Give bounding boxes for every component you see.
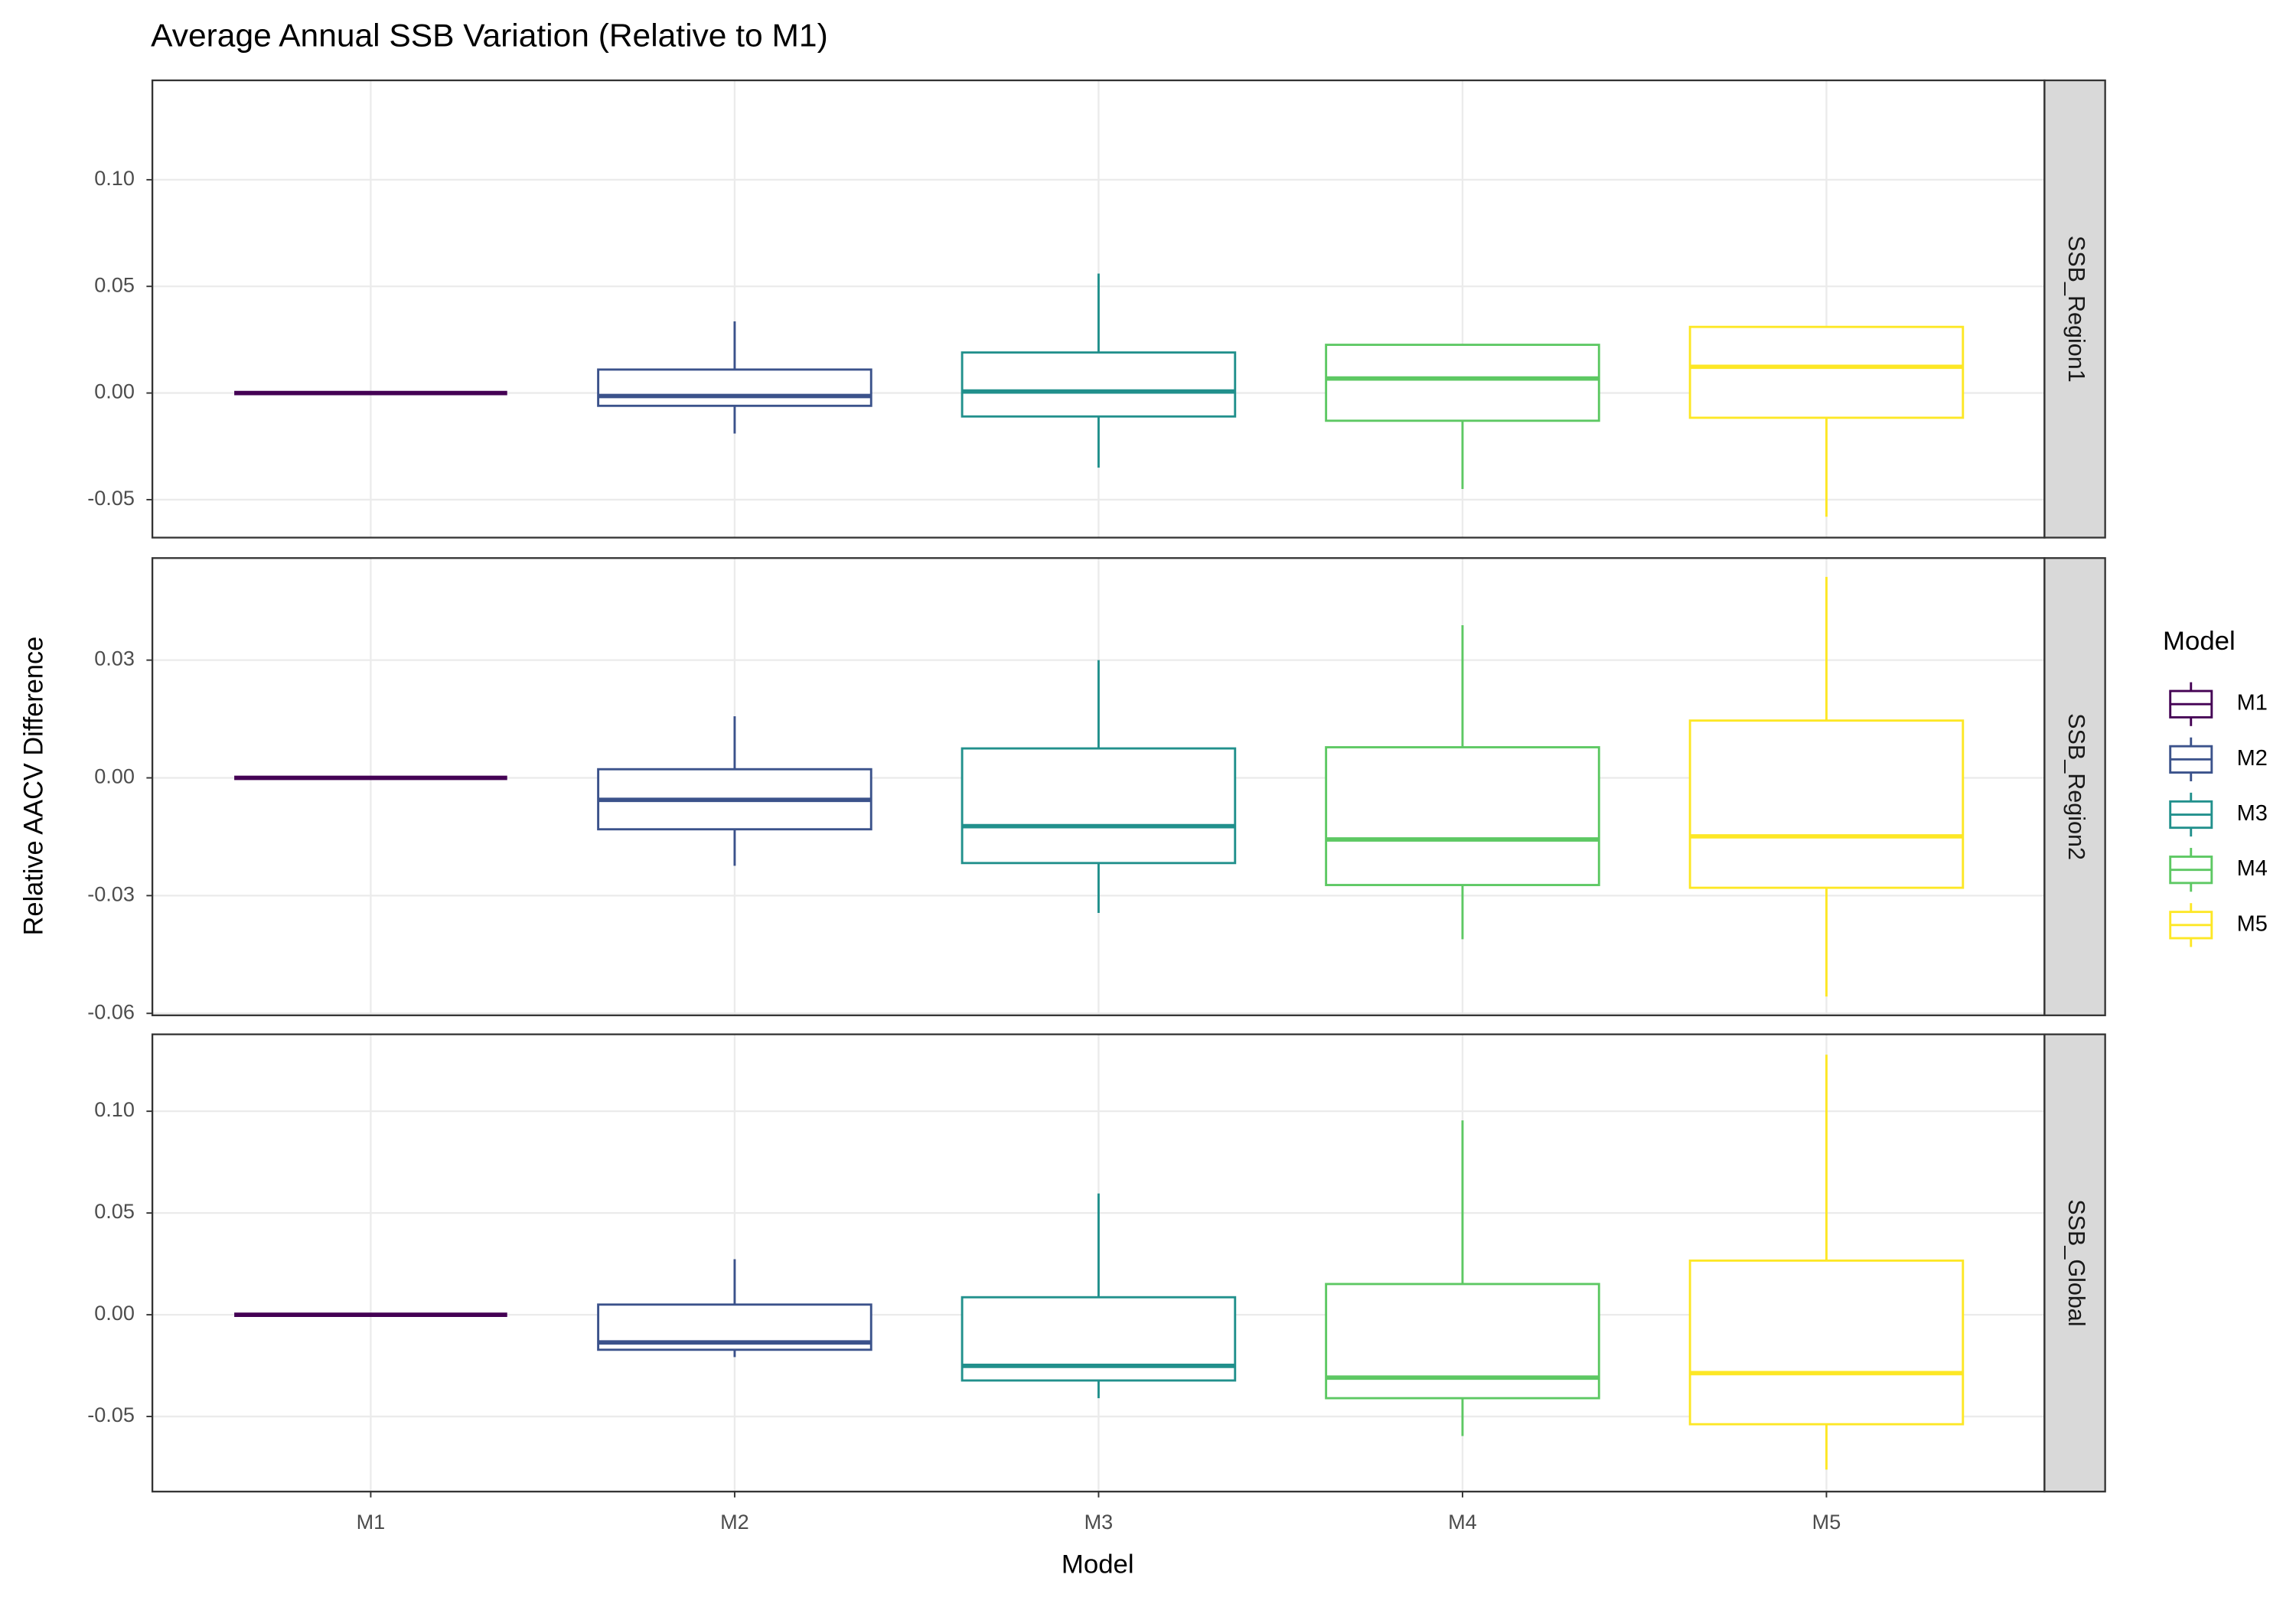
y-tick-label: -0.06 <box>87 1000 135 1023</box>
x-tick-label: M1 <box>357 1511 386 1534</box>
y-tick-label: 0.03 <box>94 647 135 670</box>
legend-label: M3 <box>2237 801 2268 826</box>
y-tick-label: 0.10 <box>94 1098 135 1121</box>
y-tick-label: 0.00 <box>94 380 135 403</box>
y-tick-label: -0.03 <box>87 883 135 906</box>
x-tick-label: M2 <box>720 1511 749 1534</box>
box <box>960 351 1237 418</box>
box <box>1325 746 1600 886</box>
strip-label: SSB_Global <box>2063 1199 2090 1326</box>
y-axis-title: Relative AACV Difference <box>19 637 48 936</box>
strip <box>2043 557 2106 1016</box>
box <box>1688 325 1965 419</box>
box <box>597 368 872 407</box>
x-tick-label: M5 <box>1812 1511 1841 1534</box>
x-tick-label: M4 <box>1448 1511 1477 1534</box>
y-tick-label: 0.05 <box>94 273 135 296</box>
strip <box>2043 79 2106 539</box>
box <box>1688 1259 1965 1426</box>
x-axis-title: Model <box>1062 1550 1134 1579</box>
x-tick-label: M3 <box>1084 1511 1114 1534</box>
legend-label: M5 <box>2237 912 2268 937</box>
box <box>1325 1283 1600 1400</box>
legend-label: M4 <box>2237 856 2268 881</box>
y-tick-label: 0.00 <box>94 1302 135 1325</box>
box <box>1688 719 1965 889</box>
box <box>960 747 1237 865</box>
y-tick-label: -0.05 <box>87 487 135 510</box>
legend-label: M2 <box>2237 746 2268 771</box>
strip <box>2043 1033 2106 1493</box>
y-tick-label: 0.05 <box>94 1200 135 1223</box>
strip-label: SSB_Region1 <box>2063 236 2090 383</box>
legend-label: M1 <box>2237 691 2268 715</box>
y-tick-label: 0.10 <box>94 167 135 190</box>
box <box>1325 344 1600 422</box>
y-tick-label: 0.00 <box>94 765 135 788</box>
y-tick-label: -0.05 <box>87 1403 135 1426</box>
legend-title: Model <box>2163 627 2236 656</box>
chart-title: Average Annual SSB Variation (Relative t… <box>151 18 828 54</box>
strip-label: SSB_Region2 <box>2063 713 2090 860</box>
